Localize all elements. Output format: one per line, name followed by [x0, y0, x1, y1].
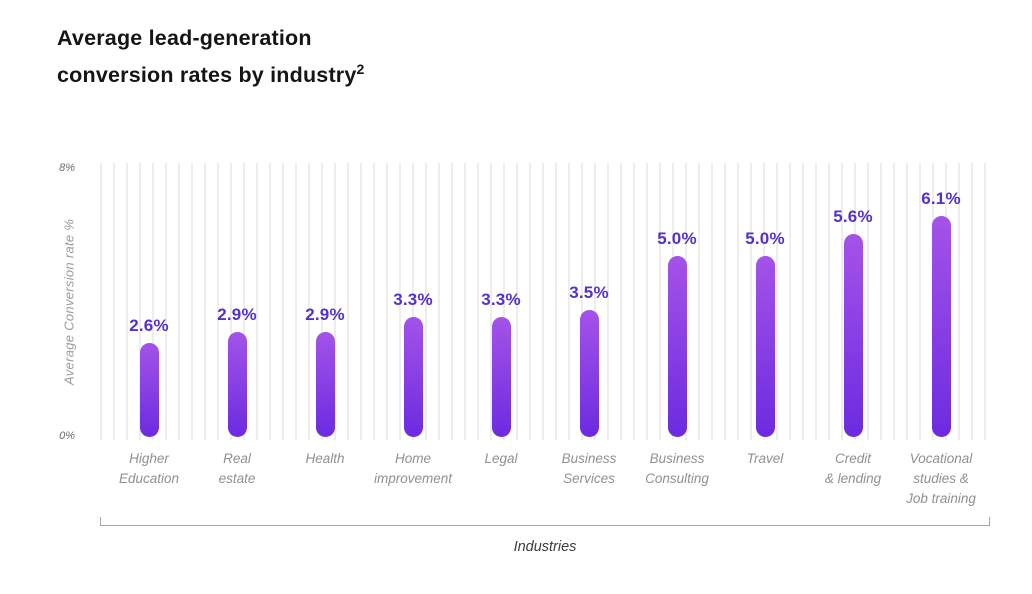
bar-value-label: 3.5% — [569, 283, 609, 302]
bar — [139, 343, 159, 437]
bar-column: 5.6% — [809, 163, 897, 440]
chart-title-line2: conversion rates by industry — [57, 63, 357, 88]
x-category-label: Legal — [484, 451, 518, 466]
x-category-label: Health — [305, 451, 345, 466]
bar — [931, 216, 951, 437]
bar-column: 3.3% — [457, 163, 545, 440]
bar — [667, 256, 687, 437]
bar — [227, 332, 247, 437]
chart-title: Average lead-generation conversion rates … — [57, 23, 365, 91]
bar-value-label: 3.3% — [481, 290, 521, 309]
bar — [403, 317, 423, 437]
y-tick-0-percent: 0% — [59, 430, 75, 442]
bar-value-label: 6.1% — [921, 189, 961, 208]
x-axis-bracket — [100, 517, 990, 526]
x-category-label: Travel — [746, 451, 784, 466]
bar-value-label: 5.6% — [833, 207, 873, 226]
bar — [315, 332, 335, 437]
title-footnote-superscript: 2 — [356, 61, 365, 77]
x-category-label: Credit & lending — [824, 451, 882, 486]
x-category-label: Business Consulting — [645, 451, 709, 486]
bar-column: 3.5% — [545, 163, 633, 440]
bar-value-label: 2.9% — [305, 305, 345, 324]
x-category-label: Higher Education — [118, 451, 180, 486]
bar — [579, 310, 599, 437]
x-axis-category-labels: Higher Education Real estate Health Home im… — [100, 449, 990, 509]
bar-value-label: 5.0% — [657, 229, 697, 248]
bar-column: 6.1% — [897, 163, 985, 440]
x-category-label: Vocational studies & Job training — [906, 451, 976, 506]
bar — [755, 256, 775, 437]
bar-value-label: 3.3% — [393, 290, 433, 309]
bar-column: 5.0% — [633, 163, 721, 440]
bar-value-label: 2.6% — [129, 316, 169, 335]
x-category-label: Business Services — [561, 451, 617, 486]
bar-value-label: 2.9% — [217, 305, 257, 324]
bar-column: 2.9% — [281, 163, 369, 440]
y-tick-8-percent: 8% — [59, 162, 75, 174]
bar-column: 2.6% — [105, 163, 193, 440]
bar-value-label: 5.0% — [745, 229, 785, 248]
x-category-label: Home improvement — [373, 451, 453, 486]
bar — [843, 234, 863, 437]
y-axis-label: Average Conversion rate % — [61, 218, 77, 385]
bar-column: 3.3% — [369, 163, 457, 440]
plot-area: 2.6% 2.9% 2.9% 3.3% 3.3% 3.5% 5.0% 5.0% 5.6% 6.1% — [100, 163, 990, 440]
bar-column: 2.9% — [193, 163, 281, 440]
x-category-label: Real estate — [218, 451, 256, 486]
x-axis-title: Industries — [513, 539, 577, 555]
bar-column: 5.0% — [721, 163, 809, 440]
chart-title-line1: Average lead-generation — [57, 26, 312, 50]
bar — [491, 317, 511, 437]
